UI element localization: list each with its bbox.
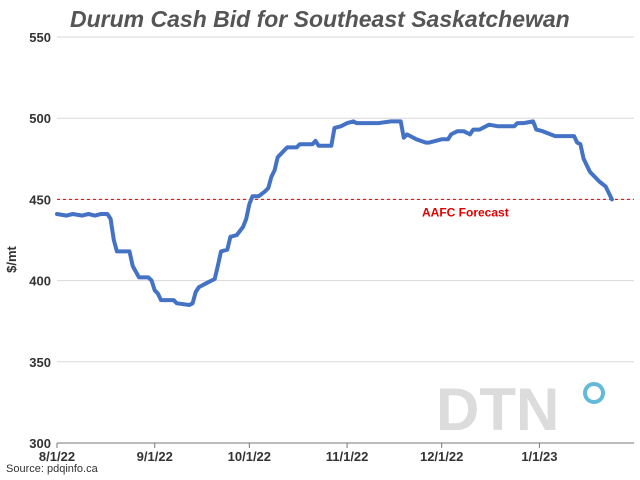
x-tick-label: 10/1/22 <box>228 449 271 464</box>
x-tick-label: 1/1/23 <box>521 449 557 464</box>
y-tick-label: 350 <box>29 355 51 370</box>
chart-title: Durum Cash Bid for Southeast Saskatchewa… <box>70 6 570 32</box>
x-tick-label: 12/1/22 <box>420 449 463 464</box>
dtn-logo-dot-icon <box>583 382 605 404</box>
source-note: Source: pdqinfo.ca <box>6 463 98 475</box>
y-tick-label: 500 <box>29 111 51 126</box>
x-tick-label: 8/1/22 <box>39 449 75 464</box>
dtn-watermark-logo: DTN <box>436 376 559 443</box>
y-tick-label: 550 <box>29 30 51 45</box>
x-tick-label: 9/1/22 <box>137 449 173 464</box>
y-tick-label: 300 <box>29 436 51 451</box>
y-tick-label: 450 <box>29 192 51 207</box>
price-series-line <box>55 119 614 307</box>
reference-line-label: AAFC Forecast <box>422 205 509 219</box>
y-tick-label: 400 <box>29 274 51 289</box>
x-tick-label: 11/1/22 <box>326 449 369 464</box>
